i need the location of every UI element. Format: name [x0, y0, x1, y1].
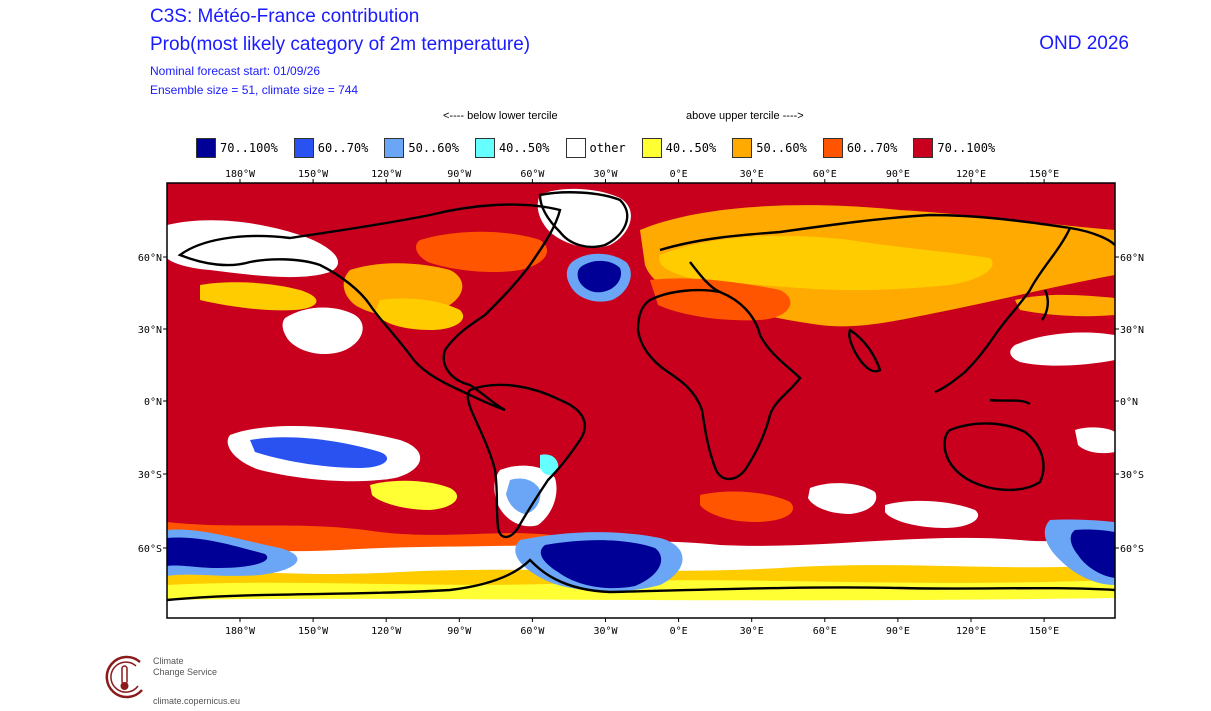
legend-swatch	[732, 138, 753, 158]
legend-label: 50..60%	[408, 141, 459, 155]
lat-tick-label: 0°N	[1120, 397, 1138, 408]
lon-tick-label: 90°W	[447, 626, 472, 637]
legend-swatch	[293, 138, 314, 158]
legend-label: 70..100%	[937, 141, 996, 155]
lon-tick-label: 180°W	[225, 626, 256, 637]
lat-tick-label: 60°N	[138, 253, 162, 264]
lon-tick-label: 150°W	[298, 169, 329, 180]
lon-tick-label: 120°E	[956, 626, 986, 637]
lon-tick-label: 30°W	[593, 626, 618, 637]
lon-tick-label: 60°E	[813, 626, 837, 637]
legend-label: 40..50%	[498, 141, 550, 155]
latitude-ticks-right: 60°N 30°N 0°N 30°S 60°S	[1115, 253, 1144, 555]
lon-tick-label: 60°W	[520, 626, 545, 637]
longitude-ticks-bottom: 180°W 150°W 120°W 90°W 60°W 30°W 0°E 30°E 60°E 90…	[225, 618, 1059, 637]
lat-tick-label: 30°S	[138, 470, 162, 481]
lon-tick-label: 0°E	[670, 169, 688, 180]
lon-tick-label: 60°W	[520, 169, 545, 180]
legend-item: 70..100%	[196, 138, 278, 158]
lon-tick-label: 120°W	[371, 169, 402, 180]
logo-url: climate.copernicus.eu	[153, 696, 241, 706]
legend-label: 60..70%	[317, 141, 369, 155]
legend-item: 50..60%	[384, 138, 459, 158]
lon-tick-label: 30°E	[740, 169, 764, 180]
season-label: OND 2026	[1039, 33, 1129, 54]
lon-tick-label: 90°E	[886, 169, 910, 180]
c3s-logo	[100, 652, 150, 706]
legend-label: other	[589, 141, 626, 155]
color-legend: 70..100% 60..70% 50..60% 40..50% other 40..50…	[196, 136, 1011, 160]
legend-label: 60..70%	[846, 141, 898, 155]
lon-tick-label: 0°E	[670, 626, 688, 637]
c3s-logo-icon	[105, 655, 143, 699]
legend-item: other	[565, 138, 626, 158]
lat-tick-label: 30°N	[138, 325, 162, 336]
below-tercile-label: <---- below lower tercile	[443, 110, 558, 122]
latitude-ticks-left: 60°N 30°N 0°N 30°S 60°S	[138, 253, 167, 555]
lon-tick-label: 90°E	[886, 626, 910, 637]
lon-tick-label: 30°E	[740, 626, 764, 637]
lon-tick-label: 60°E	[813, 169, 837, 180]
lon-tick-label: 120°E	[956, 169, 986, 180]
map-field	[167, 183, 1115, 618]
legend-label: 40..50%	[665, 141, 717, 155]
lat-tick-label: 60°S	[1120, 544, 1144, 555]
ensemble-size-text: Ensemble size = 51, climate size = 744	[150, 83, 359, 97]
legend-item: 60..70%	[293, 138, 369, 158]
lon-tick-label: 30°W	[593, 169, 618, 180]
forecast-start-text: Nominal forecast start: 01/09/26	[150, 64, 321, 78]
legend-item: 40..50%	[474, 138, 550, 158]
logo-line1: Climate	[153, 656, 184, 666]
legend-swatch	[384, 138, 405, 158]
logo-line2: Change Service	[153, 667, 218, 677]
legend-item: 70..100%	[913, 138, 995, 158]
legend-item: 40..50%	[641, 138, 717, 158]
legend-item: 50..60%	[732, 138, 807, 158]
above-tercile-label: above upper tercile ---->	[686, 110, 804, 122]
lon-tick-label: 180°W	[225, 169, 256, 180]
legend-label: 50..60%	[756, 141, 807, 155]
lon-tick-label: 90°W	[447, 169, 472, 180]
map-title: C3S: Météo-France contribution	[150, 6, 420, 27]
lat-tick-label: 60°S	[138, 544, 162, 555]
lat-tick-label: 0°N	[144, 397, 162, 408]
lat-tick-label: 30°S	[1120, 470, 1144, 481]
lat-tick-label: 30°N	[1120, 325, 1144, 336]
legend-item: 60..70%	[822, 138, 898, 158]
legend-swatch	[913, 138, 934, 158]
legend-swatch	[474, 138, 495, 158]
legend-swatch	[641, 138, 662, 158]
legend-label: 70..100%	[220, 141, 278, 155]
legend-swatch	[822, 138, 843, 158]
coastlines	[167, 191, 1115, 602]
lon-tick-label: 150°E	[1029, 169, 1059, 180]
legend-swatch	[565, 138, 586, 158]
lat-tick-label: 60°N	[1120, 253, 1144, 264]
lon-tick-label: 120°W	[371, 626, 402, 637]
lon-tick-label: 150°E	[1029, 626, 1059, 637]
lon-tick-label: 150°W	[298, 626, 329, 637]
legend-swatch	[196, 138, 216, 158]
longitude-ticks-top: 180°W 150°W 120°W 90°W 60°W 30°W 0°E 30°E 60°E 90…	[225, 169, 1059, 183]
map-subtitle: Prob(most likely category of 2m temperat…	[150, 34, 531, 55]
